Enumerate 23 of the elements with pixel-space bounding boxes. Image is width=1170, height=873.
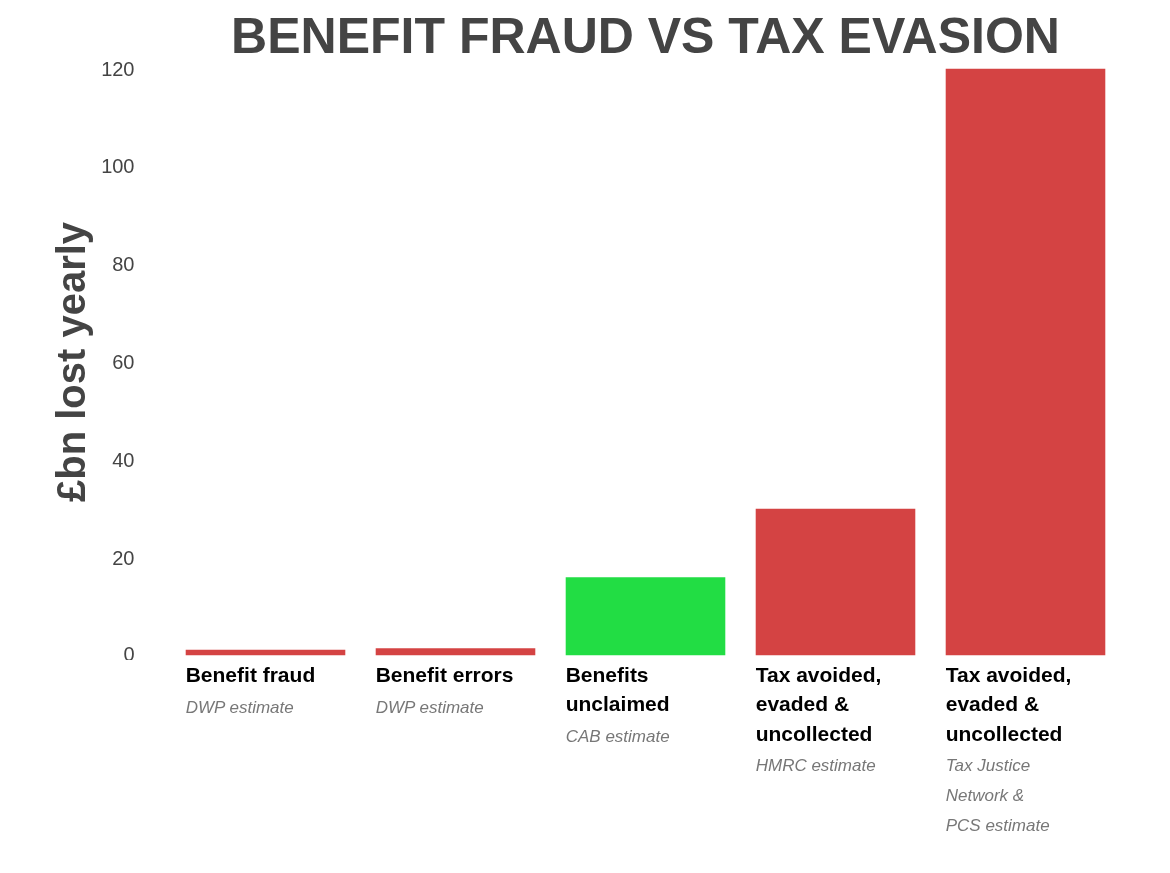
y-tick-label: 60 (112, 351, 135, 373)
chart-title: BENEFIT FRAUD VS TAX EVASION (231, 7, 1060, 64)
bar (565, 577, 726, 656)
y-tick-label: 120 (101, 57, 135, 80)
y-tick-label: 40 (112, 448, 135, 471)
y-tick-label: 80 (112, 253, 135, 276)
bar (755, 508, 916, 656)
y-axis-title: £bn lost yearly (49, 221, 94, 503)
x-tick-label: Tax avoided, evaded & uncollected (945, 662, 1072, 746)
bar (375, 648, 536, 656)
y-tick-label: 0 (123, 642, 135, 665)
text: CAB estimate (565, 726, 670, 746)
text: Tax Justice Network & PCS estimate (945, 755, 1050, 836)
x-tick-label: Benefit errors (375, 662, 514, 686)
text: HMRC estimate (755, 755, 876, 775)
x-tick-label: Benefits unclaimed (565, 662, 670, 716)
text: DWP estimate (375, 697, 484, 717)
y-tick-label: 100 (101, 155, 135, 178)
x-tick-label: Tax avoided, evaded & uncollected (755, 662, 882, 746)
text: DWP estimate (185, 697, 294, 717)
x-tick-label: Benefit fraud (185, 662, 316, 686)
bar (945, 68, 1106, 656)
y-tick-label: 20 (112, 546, 135, 569)
